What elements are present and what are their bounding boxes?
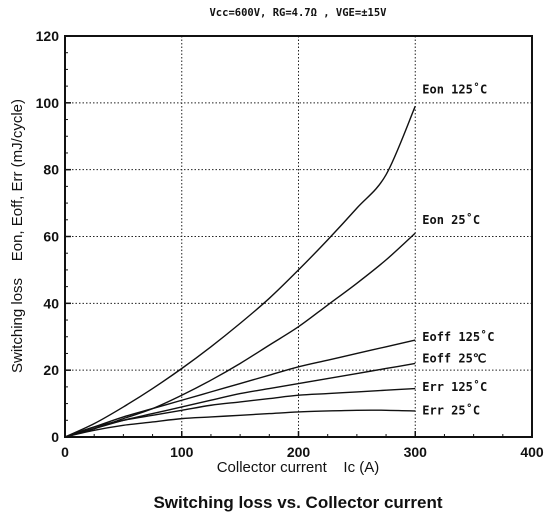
y-tick-label: 0 — [51, 429, 59, 445]
x-tick-label: 100 — [170, 444, 194, 460]
x-tick-label: 0 — [61, 444, 69, 460]
series-line-5 — [64, 409, 416, 438]
series-label-5: Err 25˚C — [422, 402, 480, 417]
series-label-4: Err 125˚C — [422, 379, 487, 394]
series-lines — [64, 105, 416, 438]
y-tick-label: 120 — [36, 28, 60, 44]
series-line-4 — [64, 387, 416, 438]
x-tick-label: 200 — [287, 444, 311, 460]
x-tick-label: 400 — [520, 444, 544, 460]
x-axis-label: Collector current Ic (A) — [217, 459, 380, 476]
y-tick-label: 60 — [43, 229, 59, 245]
series-line-2 — [64, 339, 416, 438]
x-tick-label: 300 — [404, 444, 428, 460]
axis-ticks: 0 100 200 300 400 0 20 40 60 80 100 120 — [36, 28, 544, 460]
chart-subtitle: Vcc=600V, RG=4.7Ω , VGE=±15V — [209, 7, 387, 19]
series-label-2: Eoff 125˚C — [422, 329, 494, 344]
series-line-1 — [64, 232, 416, 438]
chart-title: Switching loss vs. Collector current — [153, 493, 442, 512]
series-label-0: Eon 125˚C — [422, 81, 487, 96]
y-tick-label: 40 — [43, 295, 59, 311]
y-tick-label: 100 — [36, 95, 60, 111]
y-tick-label: 80 — [43, 162, 59, 178]
y-tick-label: 20 — [43, 362, 59, 378]
y-axis-label: Switching loss Eon, Eoff, Err (mJ/cycle) — [9, 99, 26, 373]
series-label-3: Eoff 25℃ — [422, 351, 486, 365]
series-label-1: Eon 25˚C — [422, 212, 480, 227]
series-line-0 — [64, 105, 416, 438]
series-labels: Eon 125˚C Eon 25˚C Eoff 125˚C Eoff 25℃ Err 1… — [422, 81, 494, 417]
grid — [65, 36, 532, 437]
